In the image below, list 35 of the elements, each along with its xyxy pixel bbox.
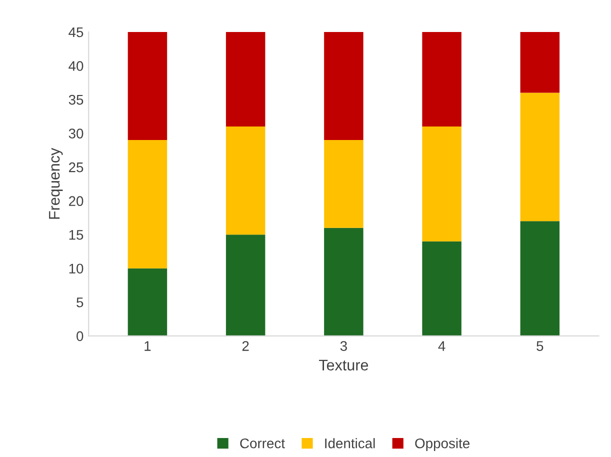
- bar: [520, 92, 560, 222]
- y-tick-label: 5: [76, 298, 84, 308]
- x-tick-label: 3: [340, 341, 347, 351]
- bar: [520, 32, 560, 93]
- bar: [128, 268, 168, 336]
- y-tick-label: 35: [68, 94, 84, 105]
- bar: [324, 140, 364, 228]
- y-tick-label: 30: [68, 128, 84, 138]
- bar: [128, 32, 168, 140]
- y-tick-label: 45: [68, 27, 84, 38]
- bar: [128, 140, 168, 268]
- y-tick-label: 40: [68, 61, 84, 71]
- bar: [324, 228, 364, 336]
- x-axis-title: Texture: [318, 360, 368, 370]
- y-tick-label: 0: [76, 331, 84, 342]
- x-tick-label: 1: [144, 341, 151, 351]
- y-tick-label: 20: [68, 196, 84, 206]
- bar: [520, 221, 560, 336]
- y-tick-label: 10: [69, 264, 84, 274]
- y-tick-label: 15: [69, 230, 84, 240]
- legend-label: Opposite: [415, 438, 470, 452]
- bar: [226, 32, 266, 127]
- bar: [226, 234, 266, 336]
- bar: [422, 32, 462, 127]
- legend-label: Correct: [240, 438, 285, 448]
- y-axis-title: Frequency: [49, 148, 63, 219]
- bar: [422, 126, 462, 242]
- x-tick-label: 5: [536, 341, 544, 351]
- legend-label: Identical: [325, 438, 375, 448]
- y-tick-label: 25: [68, 162, 84, 172]
- x-tick-label: 4: [438, 341, 446, 351]
- bar: [324, 32, 364, 140]
- x-tick-label: 2: [242, 341, 249, 351]
- bar: [226, 126, 266, 235]
- bar: [422, 241, 462, 336]
